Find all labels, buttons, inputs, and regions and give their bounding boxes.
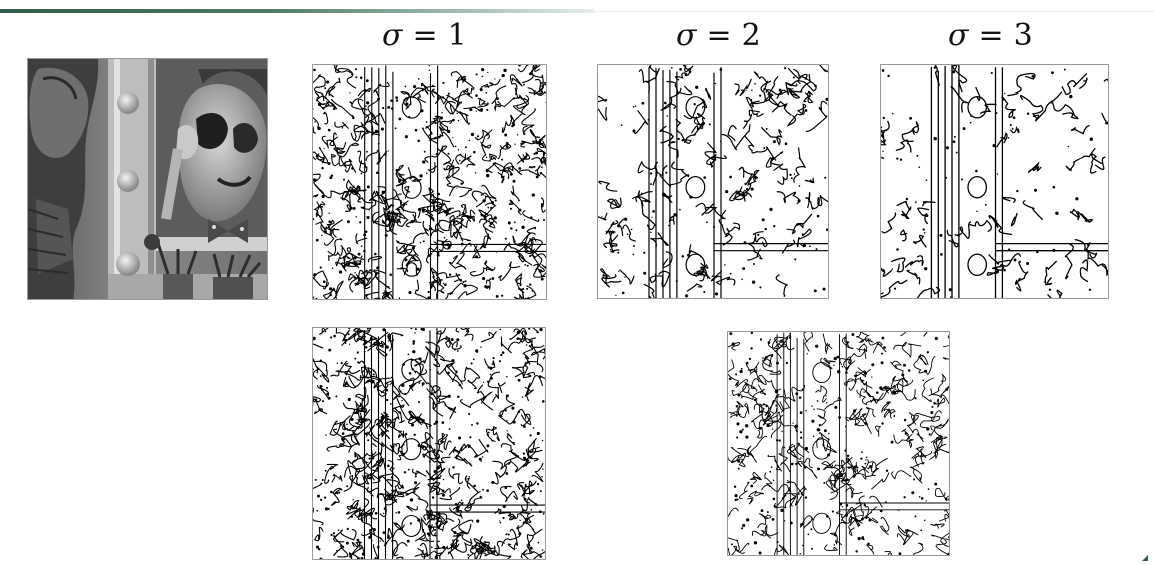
slide-corner-marker <box>1142 555 1148 561</box>
edge-map-sigma-3 <box>880 64 1109 299</box>
equals-sign: = <box>978 18 1004 53</box>
edge-map-sigma-2 <box>597 64 829 299</box>
title-accent-line <box>594 11 1154 12</box>
edge-map-lower-right <box>727 331 950 556</box>
sigma-label-3: σ = 3 <box>948 18 1033 53</box>
sigma-value: 2 <box>741 18 761 53</box>
edge-map-sigma-1 <box>312 64 547 300</box>
edge-map-lower-left <box>312 327 546 560</box>
equals-sign: = <box>706 18 732 53</box>
title-accent-bar <box>0 9 594 13</box>
sigma-value: 3 <box>1013 18 1033 53</box>
original-photo <box>27 58 268 300</box>
sigma-symbol: σ <box>676 18 697 53</box>
sigma-symbol: σ <box>382 18 403 53</box>
equals-sign: = <box>412 18 438 53</box>
sigma-label-1: σ = 1 <box>382 18 467 53</box>
sigma-symbol: σ <box>948 18 969 53</box>
sigma-label-2: σ = 2 <box>676 18 761 53</box>
sigma-value: 1 <box>447 18 467 53</box>
